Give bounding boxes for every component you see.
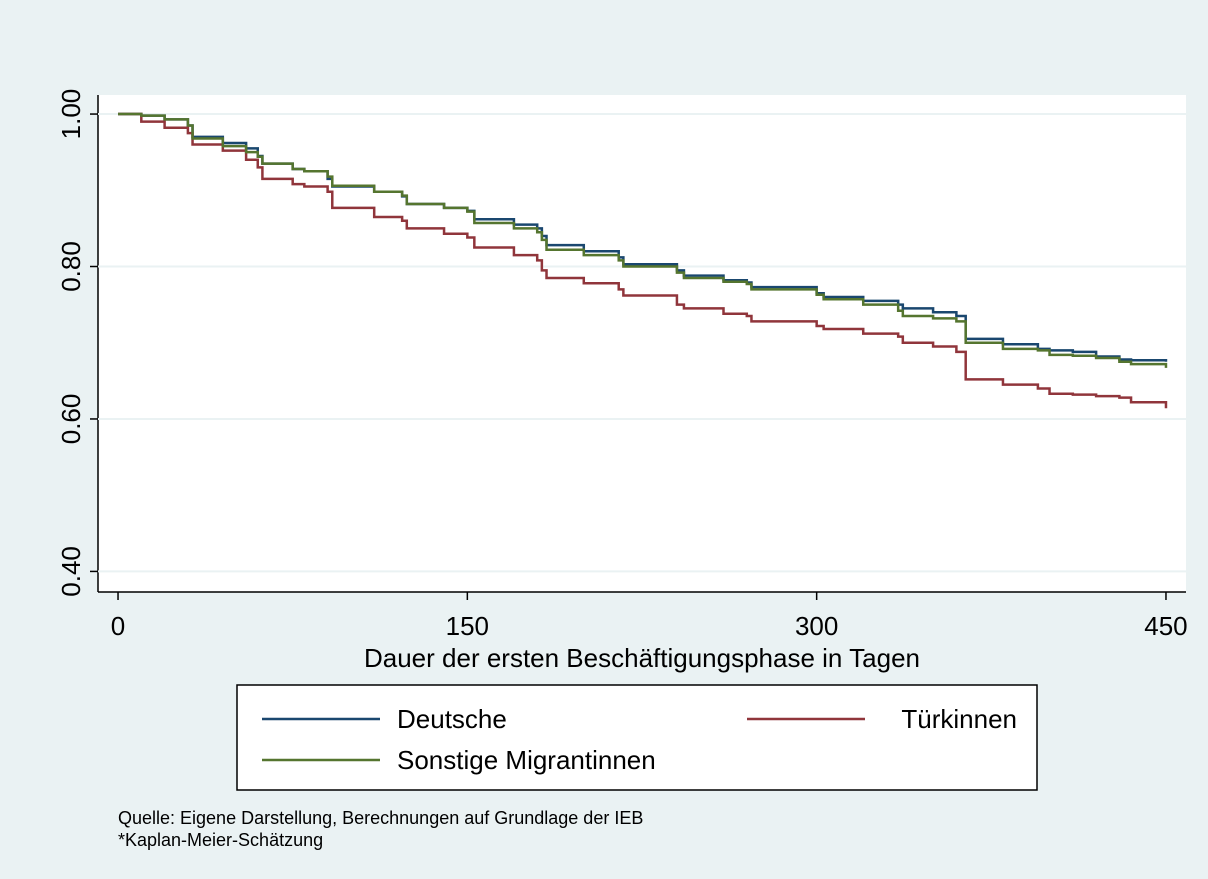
note: *Kaplan-Meier-Schätzung	[118, 830, 323, 850]
legend-label: Deutsche	[397, 704, 507, 734]
series-line	[118, 112, 1168, 368]
x-tick-label: 450	[1144, 611, 1187, 641]
legend-label: Sonstige Migrantinnen	[397, 745, 656, 775]
x-tick-label: 300	[795, 611, 838, 641]
series-line	[118, 112, 1168, 409]
y-tick-label: 0.60	[56, 394, 86, 445]
x-tick-label: 150	[446, 611, 489, 641]
y-tick-label: 0.80	[56, 241, 86, 292]
y-tick-label: 1.00	[56, 89, 86, 140]
legend-label: Türkinnen	[901, 704, 1017, 734]
x-axis-title: Dauer der ersten Beschäftigungsphase in …	[364, 643, 920, 673]
note: Quelle: Eigene Darstellung, Berechnungen…	[118, 808, 643, 828]
legend-box	[236, 684, 1038, 791]
y-tick-label: 0.40	[56, 546, 86, 597]
x-tick-label: 0	[111, 611, 125, 641]
